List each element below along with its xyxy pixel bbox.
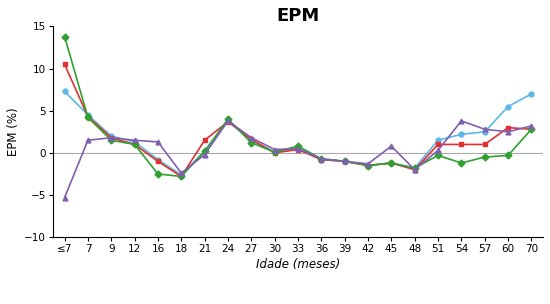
Gompertz	[458, 143, 465, 146]
Tanaka	[505, 130, 512, 134]
Logistico	[458, 133, 465, 136]
Logistico	[388, 161, 395, 165]
Line: Tanaka: Tanaka	[62, 119, 534, 200]
Logistico	[61, 90, 68, 93]
Brody	[434, 154, 441, 157]
Line: Logistico: Logistico	[62, 89, 534, 177]
Brody	[388, 161, 395, 165]
Brody	[365, 164, 371, 167]
Tanaka	[225, 119, 232, 123]
Tanaka	[318, 157, 324, 161]
Logistico	[178, 173, 185, 177]
Brody	[318, 157, 324, 161]
Tanaka	[388, 144, 395, 148]
Tanaka	[61, 196, 68, 199]
Tanaka	[85, 138, 91, 142]
Brody	[505, 154, 512, 157]
Logistico	[131, 140, 138, 144]
Line: Gompertz: Gompertz	[62, 62, 534, 179]
Brody	[178, 174, 185, 178]
Logistico	[85, 113, 91, 117]
Gompertz	[131, 143, 138, 146]
Tanaka	[155, 140, 161, 144]
Logistico	[271, 150, 278, 154]
Gompertz	[528, 127, 535, 131]
Logistico	[108, 134, 114, 138]
Brody	[411, 166, 418, 170]
Tanaka	[178, 171, 185, 175]
X-axis label: Idade (meses): Idade (meses)	[256, 258, 340, 271]
Brody	[248, 141, 255, 145]
Logistico	[248, 138, 255, 142]
Gompertz	[342, 160, 348, 163]
Tanaka	[131, 138, 138, 142]
Brody	[271, 150, 278, 154]
Tanaka	[458, 119, 465, 123]
Logistico	[365, 164, 371, 167]
Tanaka	[434, 149, 441, 152]
Gompertz	[225, 120, 232, 123]
Tanaka	[271, 148, 278, 151]
Gompertz	[108, 136, 114, 140]
Logistico	[411, 166, 418, 170]
Title: EPM: EPM	[276, 7, 320, 25]
Logistico	[481, 130, 488, 134]
Brody	[108, 138, 114, 142]
Gompertz	[248, 138, 255, 141]
Logistico	[225, 119, 232, 123]
Tanaka	[365, 162, 371, 166]
Logistico	[434, 138, 441, 142]
Gompertz	[411, 168, 418, 171]
Gompertz	[365, 164, 371, 167]
Brody	[342, 160, 348, 163]
Gompertz	[178, 174, 185, 178]
Gompertz	[271, 151, 278, 155]
Gompertz	[201, 138, 208, 142]
Tanaka	[248, 136, 255, 140]
Brody	[61, 35, 68, 38]
Tanaka	[528, 124, 535, 128]
Gompertz	[505, 126, 512, 130]
Brody	[528, 127, 535, 131]
Logistico	[201, 149, 208, 153]
Legend: Logistico, Gompertz, Brody, Tanaka: Logistico, Gompertz, Brody, Tanaka	[135, 302, 461, 304]
Gompertz	[434, 143, 441, 146]
Brody	[295, 144, 301, 148]
Gompertz	[155, 160, 161, 163]
Brody	[225, 117, 232, 121]
Gompertz	[481, 143, 488, 146]
Logistico	[155, 158, 161, 161]
Tanaka	[108, 136, 114, 140]
Tanaka	[411, 168, 418, 171]
Brody	[458, 161, 465, 165]
Brody	[481, 155, 488, 159]
Gompertz	[61, 63, 68, 66]
Tanaka	[342, 160, 348, 163]
Tanaka	[201, 153, 208, 156]
Tanaka	[481, 127, 488, 131]
Tanaka	[295, 147, 301, 150]
Logistico	[528, 92, 535, 96]
Brody	[201, 149, 208, 153]
Gompertz	[388, 161, 395, 165]
Gompertz	[295, 148, 301, 151]
Logistico	[318, 158, 324, 161]
Line: Brody: Brody	[62, 34, 534, 179]
Brody	[85, 116, 91, 119]
Logistico	[295, 147, 301, 150]
Logistico	[342, 160, 348, 163]
Brody	[155, 172, 161, 176]
Gompertz	[85, 115, 91, 119]
Brody	[131, 143, 138, 146]
Logistico	[505, 105, 512, 108]
Y-axis label: EPM (%): EPM (%)	[7, 108, 20, 156]
Gompertz	[318, 158, 324, 161]
